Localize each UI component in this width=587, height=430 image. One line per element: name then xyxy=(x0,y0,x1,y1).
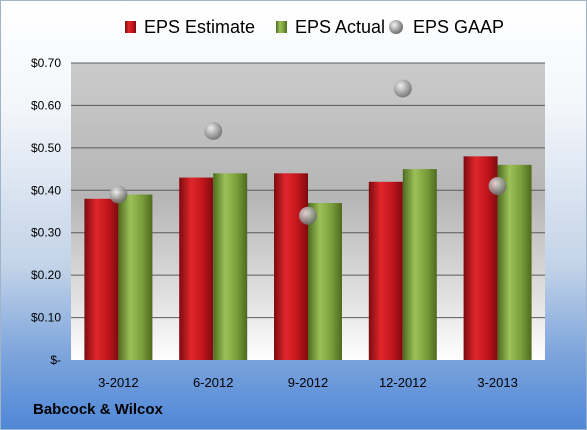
bar-eps-estimate xyxy=(179,177,214,360)
bar-eps-actual xyxy=(497,164,532,360)
legend-swatch-gaap xyxy=(389,20,403,34)
x-tick-label: 3-2012 xyxy=(98,375,138,390)
legend-swatch-actual xyxy=(276,21,287,33)
bars xyxy=(84,156,532,360)
point-eps-gaap xyxy=(299,206,317,225)
y-tick-label: $0.70 xyxy=(31,56,61,70)
x-tick-label: 6-2012 xyxy=(193,375,233,390)
x-axis-ticks: 3-2012 6-2012 9-2012 12-2012 3-2013 xyxy=(98,375,518,390)
bar-eps-actual xyxy=(118,194,153,360)
legend: EPS Estimate EPS Actual EPS GAAP xyxy=(125,17,504,37)
gaap-points xyxy=(109,79,507,225)
legend-gaap-label: EPS GAAP xyxy=(413,17,504,37)
x-tick-label: 3-2013 xyxy=(477,375,517,390)
y-axis-ticks: $- $0.10 $0.20 $0.30 $0.40 $0.50 $0.60 $0.70 xyxy=(31,56,61,367)
y-tick-label: $- xyxy=(50,353,61,367)
bar-eps-actual xyxy=(213,173,248,360)
bar-eps-actual xyxy=(308,203,342,360)
legend-estimate-label: EPS Estimate xyxy=(144,17,255,37)
point-eps-gaap xyxy=(488,177,507,196)
bar-eps-estimate xyxy=(84,198,119,360)
bar-eps-actual xyxy=(402,169,437,360)
x-tick-label: 9-2012 xyxy=(288,375,328,390)
bar-eps-estimate xyxy=(368,181,403,360)
point-eps-gaap xyxy=(109,185,128,204)
y-tick-label: $0.30 xyxy=(31,226,61,240)
y-tick-label: $0.60 xyxy=(31,98,61,112)
y-tick-label: $0.20 xyxy=(31,268,61,282)
bar-eps-estimate xyxy=(274,173,308,360)
y-tick-label: $0.50 xyxy=(31,141,61,155)
point-eps-gaap xyxy=(204,121,223,140)
x-tick-label: 12-2012 xyxy=(379,375,427,390)
legend-actual-label: EPS Actual xyxy=(295,17,385,37)
point-eps-gaap xyxy=(393,79,412,98)
y-tick-label: $0.40 xyxy=(31,183,61,197)
y-tick-label: $0.10 xyxy=(31,311,61,325)
company-name: Babcock & Wilcox xyxy=(33,401,163,418)
legend-swatch-estimate xyxy=(125,21,136,33)
